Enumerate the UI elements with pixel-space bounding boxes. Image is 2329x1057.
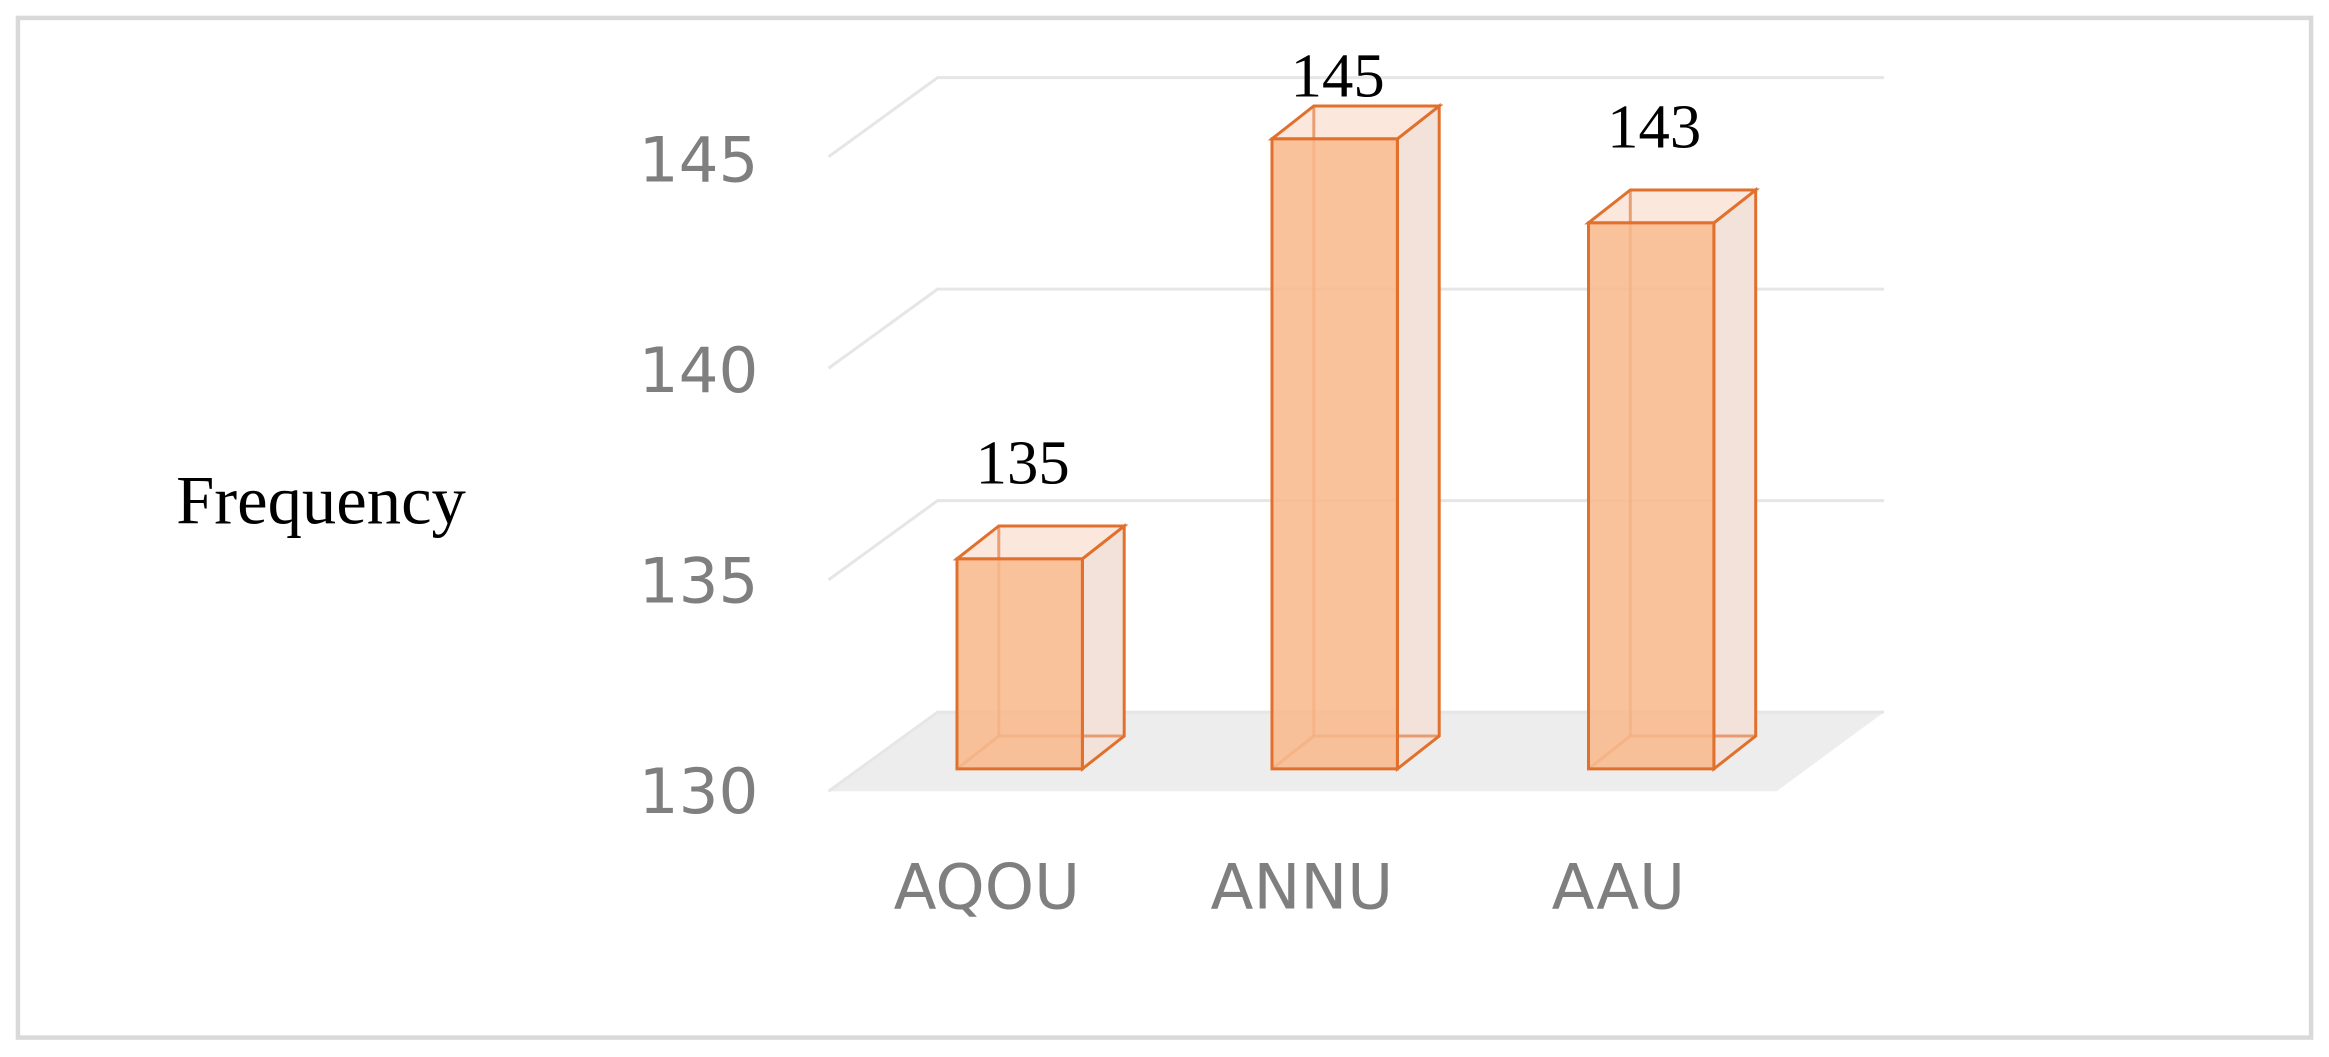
bar-side: [1712, 186, 1758, 772]
y-tick-label: 135: [639, 544, 759, 617]
y-tick-label: 130: [639, 755, 759, 828]
y-axis-label: Frequency: [176, 462, 466, 538]
x-tick-label: AAU: [1552, 850, 1685, 923]
bar: [1587, 221, 1716, 771]
grid-line: [827, 499, 1885, 581]
x-tick-label: AQOU: [894, 850, 1080, 923]
value-label: 143: [1607, 92, 1701, 162]
bar-side: [1080, 522, 1126, 772]
grid-line: [827, 287, 1885, 370]
grid-line: [827, 710, 1885, 793]
chart-border: [15, 15, 2314, 1040]
y-tick-label: 140: [639, 334, 759, 407]
value-label: 145: [1291, 41, 1385, 111]
y-tick-label: 145: [639, 123, 759, 196]
bar: [955, 557, 1084, 771]
bar-side: [1395, 102, 1441, 772]
grid-line: [827, 76, 1885, 158]
bar: [1270, 137, 1399, 771]
x-tick-label: ANNU: [1211, 850, 1394, 923]
value-label: 135: [976, 428, 1070, 498]
